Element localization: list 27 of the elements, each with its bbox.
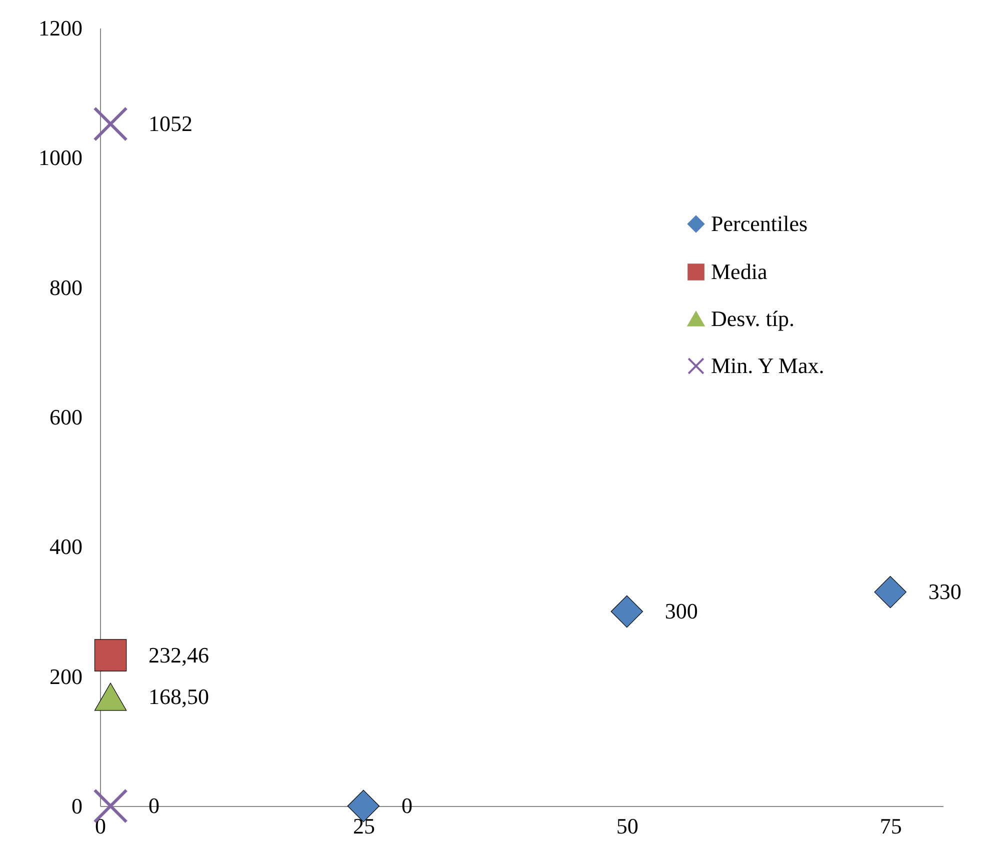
data-label: 232,46 <box>148 642 210 668</box>
y-tick-label: 1200 <box>38 16 82 40</box>
x-tick-label: 50 <box>616 814 638 838</box>
y-tick-label: 600 <box>50 404 82 430</box>
y-tick-label: 0 <box>72 794 82 818</box>
x-tick-label: 25 <box>352 814 375 838</box>
legend-label: Desv. típ. <box>711 306 795 331</box>
x-tick-label: 75 <box>880 814 902 838</box>
point <box>93 106 128 142</box>
data-label: 300 <box>664 598 698 624</box>
legend-label: Media <box>711 259 768 284</box>
point <box>874 576 906 608</box>
y-tick-label: 800 <box>50 274 82 300</box>
data-label: 1052 <box>148 110 193 136</box>
y-tick-label: 1000 <box>38 145 82 170</box>
point <box>610 595 643 628</box>
y-tick-label: 400 <box>50 534 82 560</box>
point <box>94 639 127 672</box>
data-label: 168,50 <box>148 684 210 709</box>
legend-label: Min. Y Max. <box>711 353 824 378</box>
data-label: 330 <box>928 579 962 604</box>
x-tick-label: 0 <box>95 814 106 838</box>
y-tick-label: 200 <box>50 664 82 689</box>
data-label: 0 <box>148 793 160 818</box>
legend-label: Percentiles <box>711 211 808 236</box>
data-label: 0 <box>401 793 412 818</box>
point <box>94 682 127 711</box>
